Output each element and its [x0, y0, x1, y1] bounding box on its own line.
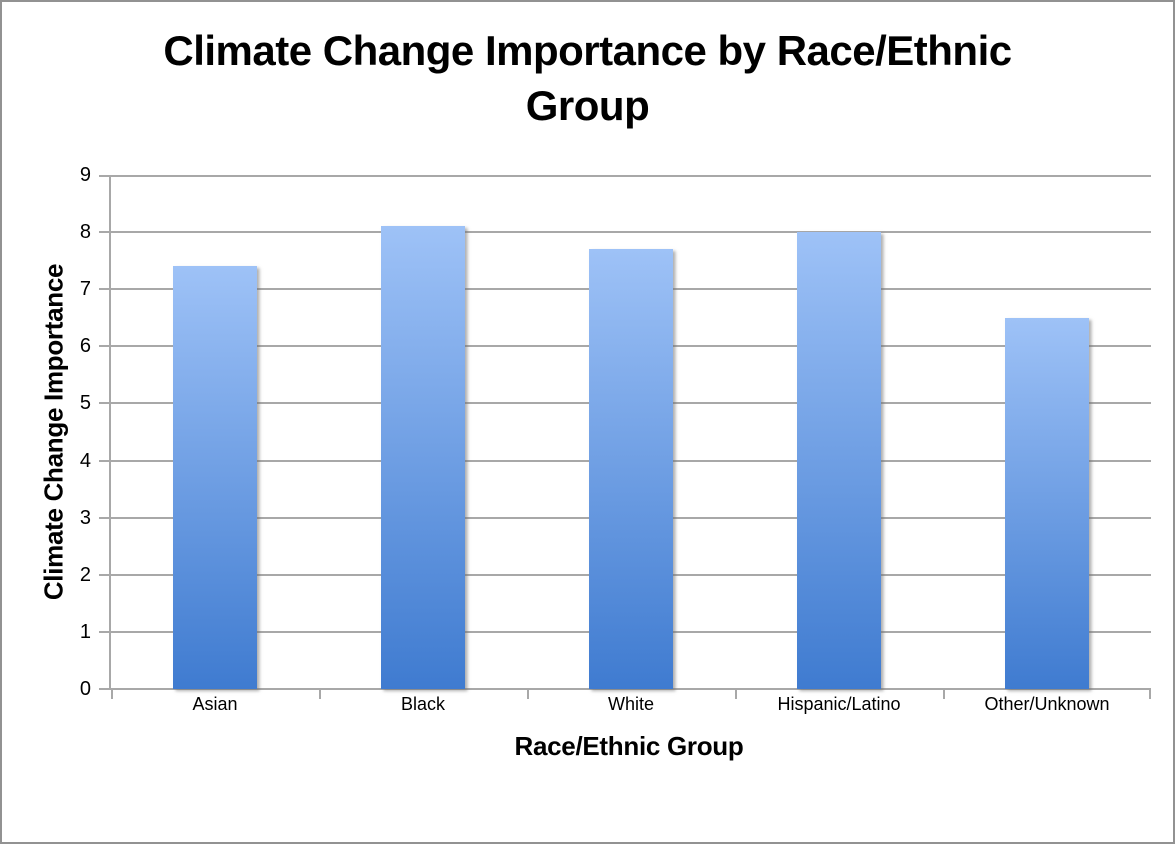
y-tick-label: 0 — [79, 678, 91, 700]
bar-white — [589, 249, 673, 689]
y-tick-mark — [99, 573, 111, 576]
gridline — [111, 231, 1151, 234]
x-tick-mark — [1149, 689, 1151, 699]
y-axis-title: Climate Change Importance — [38, 263, 69, 601]
x-tick-mark — [527, 689, 529, 699]
x-category-label: Hispanic/Latino — [777, 694, 901, 714]
x-axis-title: Race/Ethnic Group — [514, 731, 744, 761]
y-tick-label: 2 — [79, 563, 91, 586]
y-tick-label: 3 — [79, 506, 91, 529]
bar-black — [381, 226, 465, 689]
x-tick-mark — [111, 689, 113, 699]
gridline — [111, 175, 1151, 177]
y-tick-label: 8 — [79, 221, 91, 244]
y-tick-mark — [99, 175, 111, 177]
y-tick-label: 7 — [79, 278, 91, 301]
bar-other-unknown — [1005, 317, 1089, 689]
chart-title: Climate Change Importance by Race/Ethnic… — [163, 27, 1012, 129]
x-category-label: Black — [400, 694, 445, 714]
y-tick-mark — [99, 459, 111, 462]
y-tick-mark — [99, 345, 111, 348]
bar-asian — [173, 266, 257, 689]
x-category-label: Asian — [192, 694, 238, 714]
x-tick-mark — [943, 689, 945, 699]
gridline — [111, 688, 1151, 690]
bar-hispanic-latino — [797, 232, 881, 689]
y-tick-label: 5 — [79, 392, 91, 415]
y-tick-label: 9 — [79, 164, 91, 186]
y-tick-mark — [99, 688, 111, 690]
y-tick-label: 6 — [79, 335, 91, 358]
plot-area: 0 1 2 3 4 5 6 7 8 9 Asian Black White Hispanic/Latino… — [80, 165, 1151, 714]
x-tick-mark — [735, 689, 737, 699]
x-tick-mark — [319, 689, 321, 699]
y-tick-label: 4 — [79, 449, 91, 472]
y-tick-mark — [99, 231, 111, 234]
y-tick-mark — [99, 630, 111, 633]
x-category-label: Other/Unknown — [984, 694, 1110, 714]
y-tick-mark — [99, 402, 111, 405]
y-tick-mark — [99, 516, 111, 519]
y-tick-mark — [99, 288, 111, 291]
y-tick-label: 1 — [79, 620, 91, 643]
x-category-label: White — [607, 694, 654, 714]
